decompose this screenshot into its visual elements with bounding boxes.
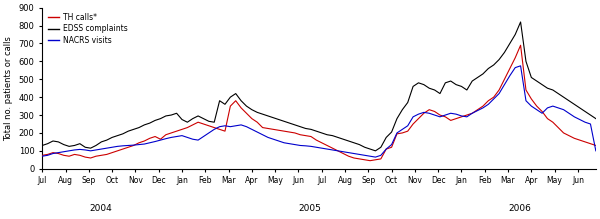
Y-axis label: Total no. patients or calls: Total no. patients or calls [4, 36, 13, 141]
Legend: TH calls*, EDSS complaints, NACRS visits: TH calls*, EDSS complaints, NACRS visits [46, 11, 129, 46]
Text: 2005: 2005 [299, 204, 322, 213]
Text: 2006: 2006 [508, 204, 531, 213]
Text: 2004: 2004 [89, 204, 112, 213]
